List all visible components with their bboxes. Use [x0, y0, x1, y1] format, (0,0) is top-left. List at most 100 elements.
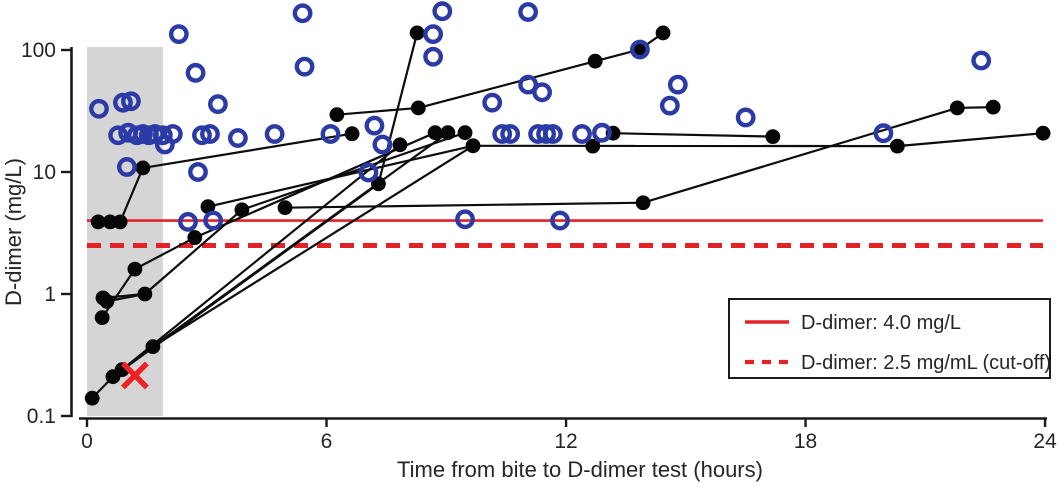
black-dot — [655, 25, 671, 41]
blue-open-circle — [178, 211, 198, 232]
x-tick-label: 0 — [81, 430, 93, 453]
blue-open-circle — [500, 124, 521, 144]
blue-open-circle — [168, 24, 189, 44]
blue-open-circle — [208, 94, 228, 115]
black-dot — [427, 125, 443, 141]
y-tick-label: 10 — [33, 161, 56, 184]
blue-open-circle — [455, 209, 475, 230]
blue-open-circle — [113, 92, 133, 113]
blue-open-circle — [320, 124, 341, 144]
black-dot — [94, 310, 110, 326]
link-line — [134, 236, 196, 271]
black-dot — [409, 25, 425, 41]
black-dot — [632, 42, 648, 57]
link-line — [377, 32, 419, 185]
blue-open-circle — [364, 115, 385, 136]
link-line — [119, 167, 144, 223]
black-dot — [410, 100, 426, 116]
legend-label-dashed: D-dimer: 2.5 mg/mL (cut-off) — [801, 352, 1051, 374]
blue-open-circle — [518, 2, 539, 22]
blue-open-circle — [200, 124, 220, 144]
blue-open-circle — [550, 210, 570, 231]
black-dot — [457, 125, 473, 141]
black-dot — [277, 200, 293, 216]
link-line — [152, 144, 474, 348]
blue-open-circle — [667, 74, 688, 95]
blue-open-circle — [292, 3, 313, 24]
black-dot — [187, 230, 203, 245]
blue-open-circle — [518, 74, 539, 95]
blue-open-circle — [144, 124, 165, 144]
blue-open-circle — [121, 91, 141, 112]
blue-circle-series — [89, 1, 992, 232]
x-cross-stroke — [120, 361, 149, 390]
blue-open-circle — [117, 157, 137, 177]
x-tick-label: 6 — [321, 430, 333, 453]
x-tick-label: 24 — [1033, 430, 1057, 453]
black-dot — [765, 129, 781, 145]
black-dot — [585, 138, 601, 154]
x-axis: 0 6 12 18 24 Time from bite to D-dimer test (… — [79, 417, 1057, 482]
link-line — [284, 201, 644, 209]
link-line — [144, 208, 243, 295]
blue-open-circle — [358, 162, 379, 183]
blue-open-circle — [873, 123, 894, 144]
black-dot — [635, 195, 651, 211]
black-dot — [1035, 125, 1051, 141]
black-dot — [137, 286, 153, 302]
black-dot — [587, 53, 603, 69]
blue-open-circle — [264, 124, 285, 144]
y-tick-label: 100 — [21, 39, 56, 62]
legend-label-solid: D-dimer: 4.0 mg/L — [801, 312, 961, 334]
x-axis-title: Time from bite to D-dimer test (hours) — [397, 457, 763, 482]
link-line — [142, 132, 353, 170]
blue-open-circle — [227, 128, 248, 148]
link-line — [613, 132, 773, 138]
blue-open-circle — [192, 125, 212, 146]
legend-box: D-dimer: 4.0 mg/L D-dimer: 2.5 mg/mL (cut… — [728, 298, 1051, 379]
blue-open-circle — [536, 124, 556, 144]
y-tick-label: 1 — [44, 283, 56, 306]
x-tick-label: 18 — [794, 430, 817, 453]
black-dot — [985, 99, 1001, 115]
y-tick-label: 0.1 — [27, 405, 56, 428]
blue-open-circle — [423, 24, 444, 44]
black-dot — [392, 137, 408, 153]
blue-open-circle — [152, 125, 173, 146]
x-tick-label: 12 — [554, 430, 577, 453]
blue-open-circle — [185, 62, 206, 83]
link-line — [241, 131, 466, 211]
blue-open-circle — [532, 82, 552, 103]
blue-open-circle — [432, 1, 453, 22]
black-dot — [344, 126, 360, 142]
link-line — [418, 60, 596, 110]
blue-open-circle — [659, 95, 680, 116]
black-dot — [84, 390, 100, 406]
blue-open-circle — [89, 98, 109, 119]
y-axis: 100 10 1 0.1 D-dimer (mg/L) — [1, 39, 73, 428]
link-line — [152, 131, 449, 348]
black-dot — [200, 199, 216, 215]
blue-open-circle — [372, 134, 393, 155]
link-line — [336, 106, 419, 116]
black-dot — [465, 138, 481, 154]
x-cross-marker — [120, 361, 149, 390]
blue-open-circle — [542, 124, 563, 144]
black-dot — [112, 214, 128, 230]
blue-open-circle — [294, 56, 315, 77]
link-line — [897, 132, 1044, 148]
blue-open-circle — [108, 125, 129, 146]
black-dot — [135, 160, 151, 176]
black-dot — [234, 202, 250, 218]
link-line — [207, 144, 474, 208]
blue-open-circle — [572, 124, 592, 144]
blue-open-circle — [482, 92, 503, 113]
link-line — [101, 268, 136, 319]
blue-open-circle — [735, 107, 756, 128]
link-line — [121, 143, 401, 371]
black-dot-series — [84, 25, 1051, 406]
black-dot — [145, 339, 161, 355]
black-dot — [949, 100, 965, 116]
